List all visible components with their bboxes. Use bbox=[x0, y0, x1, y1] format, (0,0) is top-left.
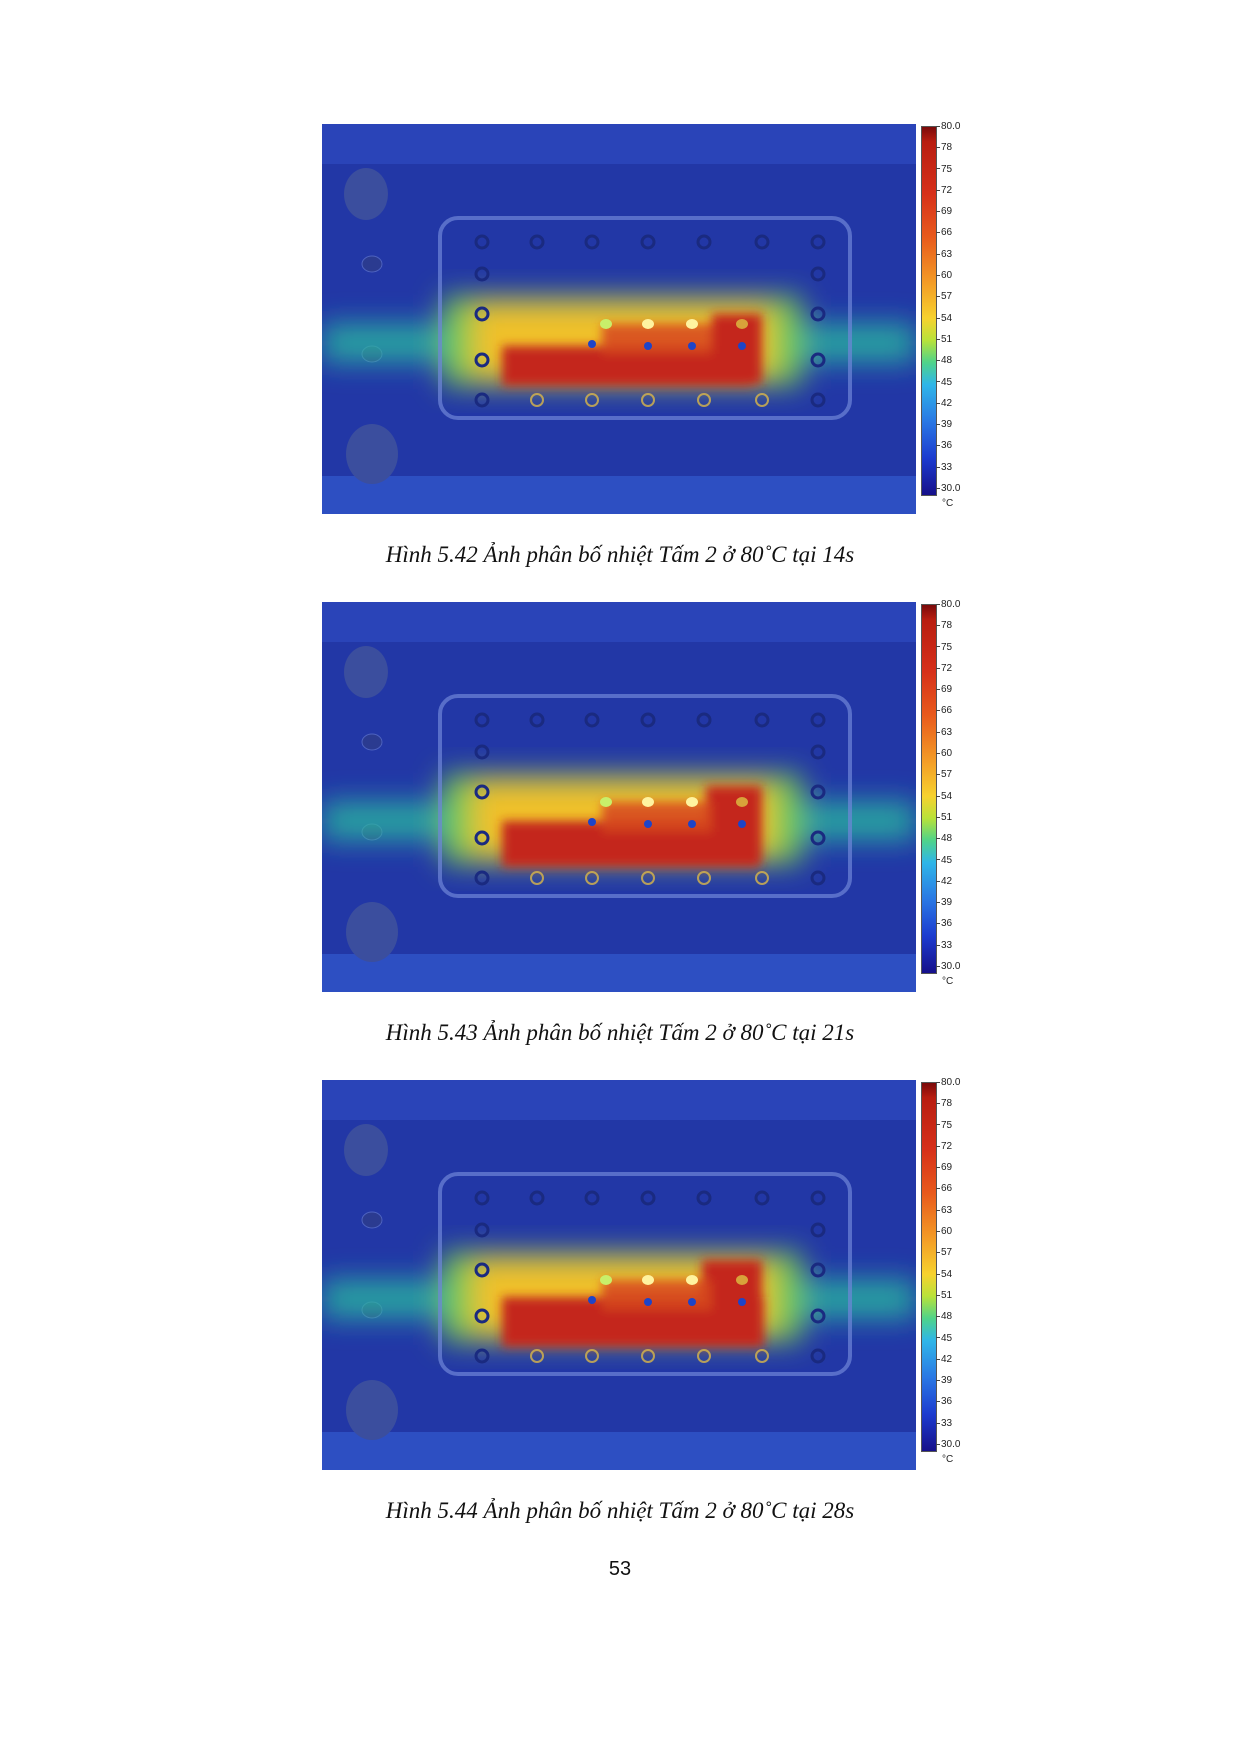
scale-tick-label: 36 bbox=[936, 441, 952, 451]
thermal-figure-3: 80.0 78 75 72 69 66 63 60 57 54 51 48 45 42 39 36 33 30.0… bbox=[322, 1078, 972, 1470]
scale-tick-label: 48 bbox=[936, 834, 952, 844]
color-scale-bar bbox=[921, 126, 937, 496]
thermal-photo bbox=[322, 1080, 916, 1470]
scale-tick-label: 66 bbox=[936, 228, 952, 238]
scale-tick-label: 63 bbox=[936, 727, 952, 738]
scale-tick-label: 75 bbox=[936, 642, 952, 653]
scale-tick-label: 51 bbox=[936, 1290, 952, 1301]
scale-tick-label: 39 bbox=[936, 420, 952, 430]
thermal-photo bbox=[322, 602, 916, 992]
scale-tick-label: 60 bbox=[936, 271, 952, 281]
figure-caption-3: Hình 5.44 Ảnh phân bố nhiệt Tấm 2 ở 80˚C… bbox=[385, 1498, 855, 1523]
scale-tick-label: 39 bbox=[936, 1376, 952, 1386]
scale-tick-label: 33 bbox=[936, 462, 952, 473]
color-scale-bar bbox=[921, 1082, 937, 1452]
scale-tick-label: 80.0 bbox=[936, 122, 960, 132]
scale-tick-label: 54 bbox=[936, 1269, 952, 1280]
scale-tick-label: 48 bbox=[936, 356, 952, 366]
scale-tick-label: 60 bbox=[936, 1227, 952, 1237]
scale-tick-label: 51 bbox=[936, 812, 952, 823]
scale-tick-label: 72 bbox=[936, 185, 952, 196]
scale-tick-label: 45 bbox=[936, 377, 952, 388]
scale-tick-label: 36 bbox=[936, 919, 952, 929]
scale-tick-label: 78 bbox=[936, 143, 952, 153]
temperature-scale-2: 80.0 78 75 72 69 66 63 60 57 54 51 48 45 42 39 36 33 30.0… bbox=[916, 600, 972, 992]
scale-tick-label: 78 bbox=[936, 621, 952, 631]
scale-tick-label: 54 bbox=[936, 313, 952, 324]
scale-tick-label: 42 bbox=[936, 876, 952, 887]
scale-tick-label: 33 bbox=[936, 940, 952, 951]
page-number: 53 bbox=[608, 1558, 632, 1580]
scale-tick-label: 45 bbox=[936, 1333, 952, 1344]
scale-tick-label: 57 bbox=[936, 1248, 952, 1258]
temperature-scale-1: 80.0 78 75 72 69 66 63 60 57 54 51 48 45 42 39 36 33 30.0… bbox=[916, 122, 972, 514]
thermal-figure-2: 80.0 78 75 72 69 66 63 60 57 54 51 48 45 42 39 36 33 30.0… bbox=[322, 600, 972, 992]
figure-caption-2: Hình 5.43 Ảnh phân bố nhiệt Tấm 2 ở 80˚C… bbox=[385, 1020, 855, 1045]
scale-tick-label: 63 bbox=[936, 1205, 952, 1216]
thermal-image-3 bbox=[322, 1080, 916, 1470]
scale-tick-label: 30.0 bbox=[936, 1440, 960, 1450]
thermal-image-2 bbox=[322, 602, 916, 992]
scale-unit-label: °C bbox=[942, 498, 954, 509]
scale-tick-label: 45 bbox=[936, 855, 952, 866]
scale-tick-label: 72 bbox=[936, 1141, 952, 1152]
scale-tick-label: 39 bbox=[936, 898, 952, 908]
scale-unit-label: °C bbox=[942, 976, 954, 987]
scale-tick-label: 30.0 bbox=[936, 962, 960, 972]
scale-tick-label: 33 bbox=[936, 1418, 952, 1429]
scale-tick-label: 51 bbox=[936, 334, 952, 345]
scale-tick-label: 54 bbox=[936, 791, 952, 802]
temperature-scale-3: 80.0 78 75 72 69 66 63 60 57 54 51 48 45 42 39 36 33 30.0… bbox=[916, 1078, 972, 1470]
scale-tick-label: 42 bbox=[936, 1354, 952, 1365]
scale-tick-label: 80.0 bbox=[936, 1078, 960, 1088]
scale-tick-label: 57 bbox=[936, 770, 952, 780]
scale-unit-label: °C bbox=[942, 1454, 954, 1465]
thermal-photo bbox=[322, 124, 916, 514]
scale-tick-label: 36 bbox=[936, 1397, 952, 1407]
scale-tick-label: 63 bbox=[936, 249, 952, 260]
scale-tick-label: 66 bbox=[936, 706, 952, 716]
scale-tick-label: 30.0 bbox=[936, 484, 960, 494]
scale-tick-label: 72 bbox=[936, 663, 952, 674]
scale-tick-label: 48 bbox=[936, 1312, 952, 1322]
scale-tick-label: 42 bbox=[936, 398, 952, 409]
scale-tick-label: 75 bbox=[936, 1120, 952, 1131]
scale-tick-label: 57 bbox=[936, 292, 952, 302]
scale-tick-label: 69 bbox=[936, 207, 952, 217]
scale-tick-label: 66 bbox=[936, 1184, 952, 1194]
thermal-figure-1: 80.0 78 75 72 69 66 63 60 57 54 51 48 45 42 39 36 33 30.0… bbox=[322, 122, 972, 514]
thermal-image-1 bbox=[322, 124, 916, 514]
figure-caption-1: Hình 5.42 Ảnh phân bố nhiệt Tấm 2 ở 80˚C… bbox=[385, 542, 855, 567]
scale-tick-label: 75 bbox=[936, 164, 952, 175]
scale-tick-label: 69 bbox=[936, 685, 952, 695]
scale-tick-label: 78 bbox=[936, 1099, 952, 1109]
scale-tick-label: 80.0 bbox=[936, 600, 960, 610]
color-scale-bar bbox=[921, 604, 937, 974]
scale-tick-label: 69 bbox=[936, 1163, 952, 1173]
scale-tick-label: 60 bbox=[936, 749, 952, 759]
